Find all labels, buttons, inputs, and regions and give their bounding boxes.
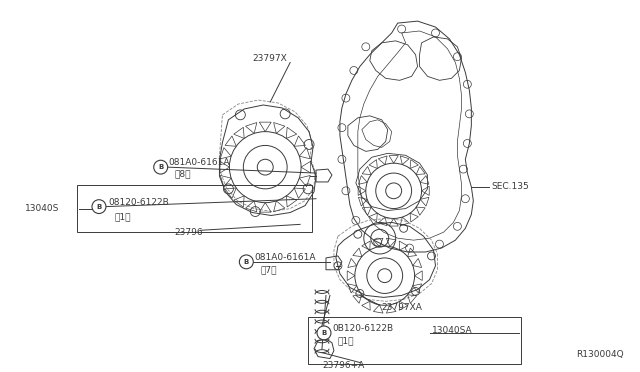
Text: B: B	[97, 203, 102, 209]
Circle shape	[92, 200, 106, 214]
Text: （1）: （1）	[115, 212, 131, 221]
Text: R130004Q: R130004Q	[576, 350, 623, 359]
Circle shape	[317, 326, 331, 340]
Text: 23796+A: 23796+A	[322, 361, 364, 370]
Text: （8）: （8）	[175, 170, 191, 179]
Circle shape	[154, 160, 168, 174]
Text: 23796: 23796	[174, 228, 203, 237]
Text: 23797X: 23797X	[253, 54, 287, 63]
Text: 13040SA: 13040SA	[431, 326, 472, 336]
Text: B: B	[158, 164, 163, 170]
Text: （1）: （1）	[338, 336, 355, 345]
Text: 081A0-6161A: 081A0-6161A	[254, 253, 316, 262]
Text: 081A0-6161A: 081A0-6161A	[169, 158, 230, 167]
Text: B: B	[321, 330, 326, 336]
Text: 08120-6122B: 08120-6122B	[108, 198, 169, 207]
Text: SEC.135: SEC.135	[492, 182, 529, 191]
Circle shape	[239, 255, 253, 269]
Text: 23797XA: 23797XA	[381, 303, 422, 312]
Text: 0B120-6122B: 0B120-6122B	[332, 324, 393, 333]
Text: （7）: （7）	[260, 265, 276, 274]
Text: B: B	[244, 259, 249, 265]
Text: 13040S: 13040S	[26, 204, 60, 213]
